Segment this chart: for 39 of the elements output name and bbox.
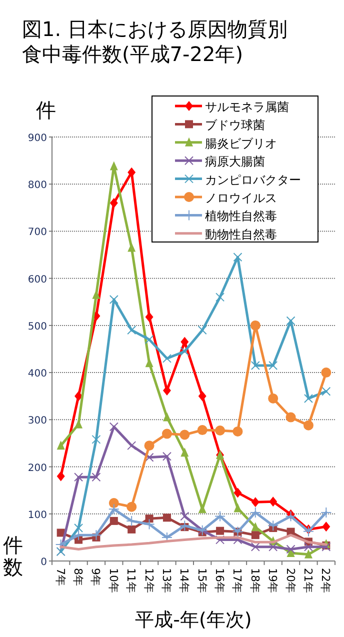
y-tick-label: 900	[28, 133, 47, 144]
x-tick-label: 19年	[266, 568, 280, 593]
y-tick-label: 600	[28, 274, 47, 286]
legend-label: 腸炎ビブリオ	[205, 136, 277, 150]
x-axis-title: 平成-年(年次)	[135, 609, 252, 631]
x-tick-label: 9年	[89, 568, 102, 586]
x-tick-label: 18年	[248, 568, 262, 593]
y-tick-label: 500	[28, 321, 47, 332]
y-tick-label: 800	[28, 180, 47, 192]
legend-label: カンピロバクター	[205, 172, 301, 187]
x-tick-label: 8年	[72, 568, 85, 586]
x-tick-label: 10年	[106, 568, 120, 593]
x-tick-label: 20年	[284, 568, 297, 593]
x-tick-label: 16年	[213, 568, 226, 593]
y-axis-title: 件数	[3, 533, 23, 579]
y-tick-label: 200	[28, 462, 47, 474]
x-tick-label: 11年	[124, 568, 138, 593]
y-tick-label: 400	[28, 368, 47, 380]
y-tick-label: 100	[28, 510, 47, 521]
y-tick-label: 300	[28, 416, 47, 427]
legend-label: 病原大腸菌	[205, 154, 265, 169]
x-tick-label: 22年	[319, 568, 332, 593]
text: 件	[36, 98, 56, 122]
legend-label: ブドウ球菌	[205, 118, 265, 132]
y-tick-label: 0	[40, 557, 47, 568]
legend-label: ノロウイルス	[205, 191, 277, 205]
x-tick-label: 13年	[160, 568, 173, 593]
y-tick-label: 700	[28, 227, 47, 238]
x-tick-label: 12年	[142, 568, 156, 593]
legend-label: 植物性自然毒	[205, 209, 277, 224]
legend-label: サルモネラ属菌	[205, 100, 289, 114]
chart-title: 図1. 日本における原因物質別	[22, 17, 288, 41]
x-tick-label: 7年	[54, 568, 67, 586]
x-tick-label: 14年	[178, 568, 191, 593]
x-tick-label: 15年	[195, 568, 208, 593]
legend-label: 動物性自然毒	[205, 227, 277, 242]
x-tick-label: 21年	[301, 568, 314, 593]
chart-subtitle: 食中毒件数(平成7-22年)	[22, 42, 243, 66]
x-tick-label: 17年	[230, 568, 244, 593]
